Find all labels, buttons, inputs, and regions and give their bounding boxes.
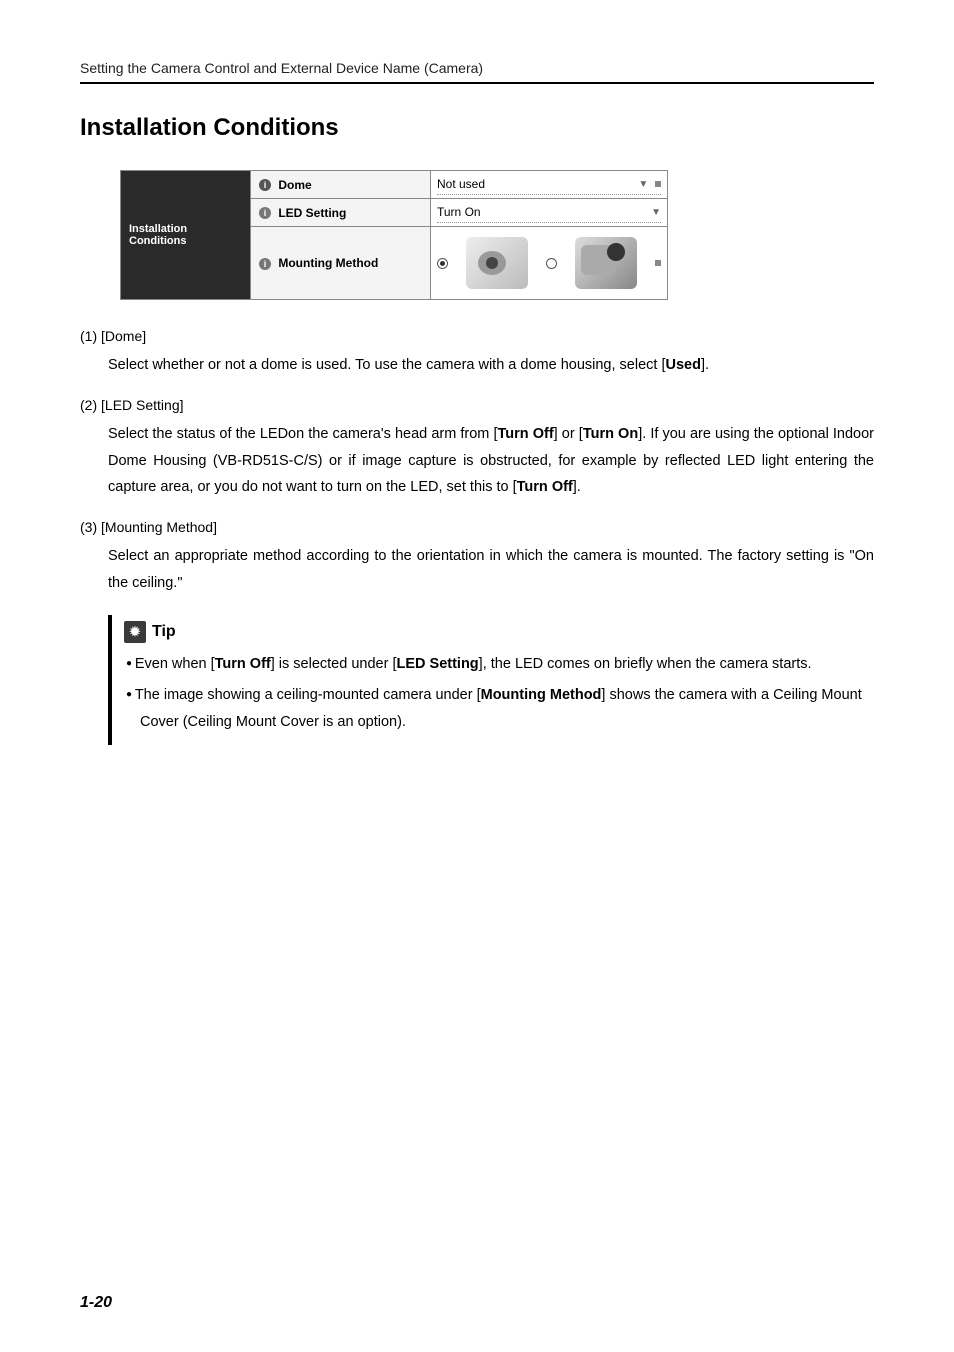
entry-mount: (3) [Mounting Method] Select an appropri… <box>80 519 874 597</box>
section-title: Installation Conditions <box>80 114 874 142</box>
label-cell-dome: i Dome <box>251 171 431 199</box>
chevron-down-icon: ▼ <box>638 179 661 190</box>
entry-title: [LED Setting] <box>101 397 184 413</box>
entry-body: Select whether or not a dome is used. To… <box>108 352 874 379</box>
entry-head: (3) [Mounting Method] <box>80 519 874 535</box>
value-cell-led: Turn On ▼ <box>431 199 668 227</box>
entry-dome: (1) [Dome] Select whether or not a dome … <box>80 328 874 379</box>
entry-title: [Dome] <box>101 328 146 344</box>
tip-label: Tip <box>152 623 176 641</box>
entry-body-bold: Used <box>666 357 701 373</box>
value-cell-dome: Not used ▼ <box>431 171 668 199</box>
description-list: (1) [Dome] Select whether or not a dome … <box>80 328 874 745</box>
header-rule <box>80 82 874 84</box>
entry-body: Select an appropriate method according t… <box>108 543 874 597</box>
info-icon: i <box>259 258 271 270</box>
tip-list: Even when [Turn Off] is selected under [… <box>124 651 874 735</box>
category-cell: Installation Conditions <box>121 171 251 300</box>
value-cell-mount <box>431 227 668 300</box>
label-text: Dome <box>278 178 311 192</box>
led-dropdown[interactable]: Turn On ▼ <box>437 203 661 223</box>
info-icon: i <box>259 207 271 219</box>
chevron-down-icon: ▼ <box>651 207 661 218</box>
entry-head: (2) [LED Setting] <box>80 397 874 413</box>
entry-title: [Mounting Method] <box>101 519 217 535</box>
entry-num: (1) <box>80 328 97 344</box>
tip-item: The image showing a ceiling-mounted came… <box>126 682 874 736</box>
label-cell-mount: i Mounting Method <box>251 227 431 300</box>
entry-head: (1) [Dome] <box>80 328 874 344</box>
table-row: Installation Conditions i Dome Not used … <box>121 171 668 199</box>
tip-head: ✹ Tip <box>124 621 874 643</box>
entry-body: Select the status of the LEDon the camer… <box>108 421 874 501</box>
entry-body-post: ]. <box>701 357 709 373</box>
entry-num: (2) <box>80 397 97 413</box>
tip-block: ✹ Tip Even when [Turn Off] is selected u… <box>108 615 874 745</box>
mount-radio-ceiling[interactable] <box>437 258 448 269</box>
dome-dropdown[interactable]: Not used ▼ <box>437 175 661 195</box>
dropdown-value: Turn On <box>437 205 481 219</box>
label-text: Mounting Method <box>278 256 378 270</box>
mount-radio-desk[interactable] <box>546 258 557 269</box>
tip-icon: ✹ <box>124 621 146 643</box>
end-marker <box>655 260 661 266</box>
label-cell-led: i LED Setting <box>251 199 431 227</box>
label-text: LED Setting <box>278 206 346 220</box>
installation-conditions-table: Installation Conditions i Dome Not used … <box>120 170 668 300</box>
entry-led: (2) [LED Setting] Select the status of t… <box>80 397 874 501</box>
page-number: 1-20 <box>80 1294 112 1312</box>
info-icon: i <box>259 179 271 191</box>
dropdown-value: Not used <box>437 177 485 191</box>
tip-item: Even when [Turn Off] is selected under [… <box>126 651 874 678</box>
camera-ceiling-image <box>466 237 528 289</box>
camera-desk-image <box>575 237 637 289</box>
entry-num: (3) <box>80 519 97 535</box>
breadcrumb: Setting the Camera Control and External … <box>80 60 874 76</box>
entry-body-pre: Select whether or not a dome is used. To… <box>108 357 666 373</box>
